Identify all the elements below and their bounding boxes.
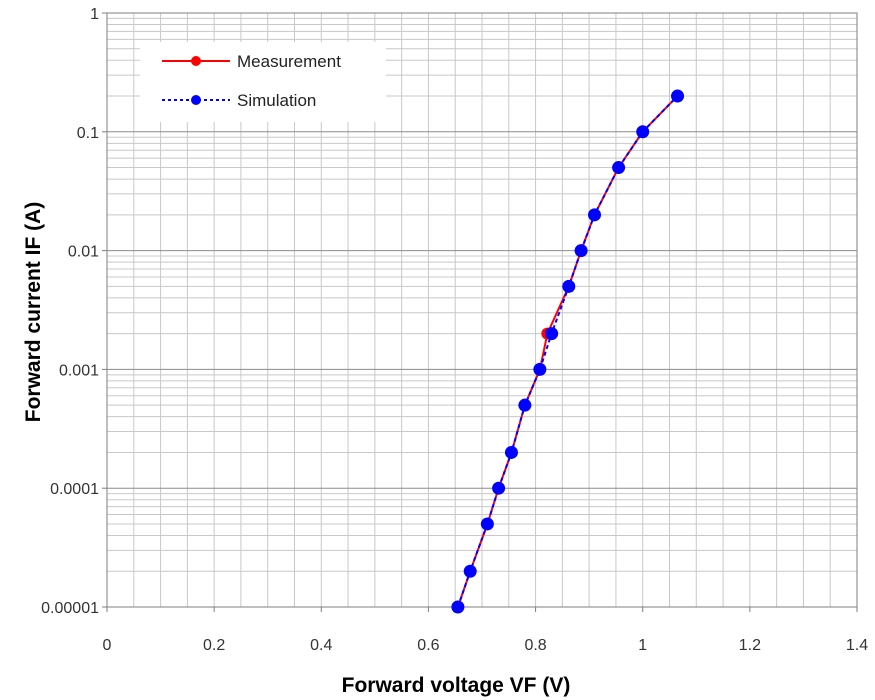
y-tick-label: 0.1 xyxy=(77,125,99,142)
y-tick-label: 0.001 xyxy=(59,362,99,379)
x-tick-label: 0.6 xyxy=(417,637,439,654)
x-tick-label: 0.2 xyxy=(203,637,225,654)
data-point-simulation xyxy=(588,208,601,222)
y-axis-ticks: 0.00001 0.0001 0.001 0.01 0.1 1 xyxy=(41,6,107,617)
plot-area-frame xyxy=(106,12,858,608)
y-tick-label: 0.00001 xyxy=(41,600,99,617)
x-tick-label: 1.2 xyxy=(739,637,761,654)
data-point-simulation xyxy=(492,481,506,495)
legend-simulation-label: Simulation xyxy=(237,91,316,110)
data-point-simulation xyxy=(636,125,650,139)
legend-item-simulation: Simulation xyxy=(162,91,316,110)
x-axis-title: Forward voltage VF (V) xyxy=(342,674,571,697)
data-point-simulation xyxy=(562,279,576,293)
legend-measurement-label: Measurement xyxy=(237,52,341,71)
data-point-simulation xyxy=(463,564,477,578)
y-tick-label: 0.0001 xyxy=(50,481,99,498)
series-simulation xyxy=(451,89,685,614)
data-point-simulation xyxy=(504,445,518,459)
data-point-simulation xyxy=(574,244,588,258)
series-line-measurement xyxy=(456,95,679,608)
legend-measurement-marker xyxy=(191,56,201,66)
series-measurement xyxy=(451,90,684,613)
data-point-simulation xyxy=(451,600,465,614)
series-line-simulation xyxy=(456,95,679,608)
x-tick-label: 1.4 xyxy=(846,637,868,654)
y-tick-label: 1 xyxy=(90,6,99,23)
legend-box xyxy=(140,42,386,122)
data-point-simulation xyxy=(533,362,547,376)
data-point-simulation xyxy=(612,161,626,175)
series-layer xyxy=(451,89,685,614)
x-axis-ticks: 0 0.2 0.4 0.6 0.8 1 1.2 1.4 xyxy=(103,607,868,654)
data-point-simulation xyxy=(545,327,559,341)
x-tick-label: 0.4 xyxy=(310,637,332,654)
y-axis-title: Forward current IF (A) xyxy=(22,202,45,423)
x-tick-label: 0 xyxy=(103,637,112,654)
data-point-simulation xyxy=(671,89,685,103)
y-tick-label: 0.01 xyxy=(68,244,99,261)
legend-item-measurement: Measurement xyxy=(162,52,341,71)
data-point-simulation xyxy=(480,517,494,531)
x-tick-label: 1 xyxy=(638,637,647,654)
legend-simulation-marker xyxy=(191,95,201,105)
x-tick-label: 0.8 xyxy=(524,637,546,654)
data-point-simulation xyxy=(518,398,532,412)
legend: Measurement Simulation xyxy=(140,42,386,122)
minor-gridlines xyxy=(107,13,857,607)
